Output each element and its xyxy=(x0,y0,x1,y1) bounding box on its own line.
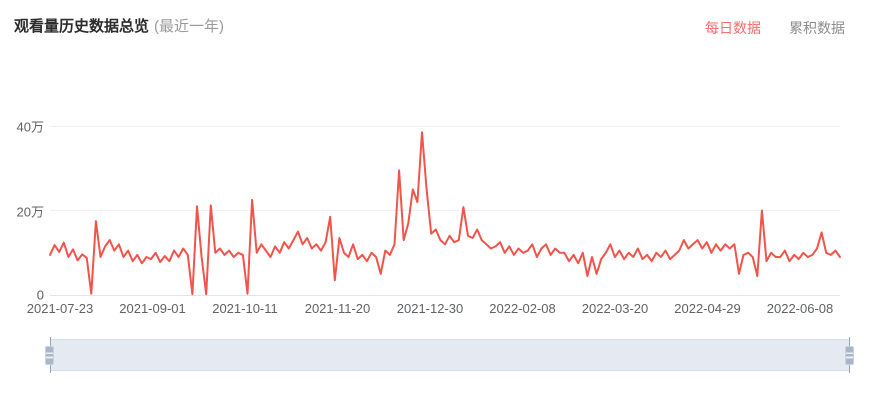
x-axis-label: 2022-02-08 xyxy=(489,301,556,316)
x-axis-label: 2022-03-20 xyxy=(581,301,649,316)
x-axis-label: 2022-04-29 xyxy=(674,301,741,316)
datazoom-left-handle[interactable] xyxy=(45,346,54,365)
page-title: 观看量历史数据总览 xyxy=(14,18,150,35)
gridline-40 xyxy=(50,126,840,127)
x-axis-label: 2022-06-08 xyxy=(766,301,834,316)
x-axis-label: 2021-07-23 xyxy=(26,301,94,316)
tab-cumulative-data[interactable]: 累积数据 xyxy=(789,20,845,36)
datazoom-slider[interactable] xyxy=(50,339,850,371)
x-axis-label: 2021-10-11 xyxy=(212,301,278,316)
y-axis-label: 0 xyxy=(36,287,44,303)
x-axis-label: 2021-11-20 xyxy=(304,301,371,316)
tab-daily-data[interactable]: 每日数据 xyxy=(705,20,761,36)
y-axis-label: 40万 xyxy=(16,119,44,135)
y-axis-label: 20万 xyxy=(16,204,44,219)
x-axis-label: 2021-09-01 xyxy=(119,301,186,316)
x-axis-label: 2021-12-30 xyxy=(396,301,464,316)
page-subtitle: (最近一年) xyxy=(154,18,225,35)
datazoom-right-handle[interactable] xyxy=(845,346,854,365)
card-header: 观看量历史数据总览 (最近一年) xyxy=(14,17,224,37)
x-axis-line xyxy=(50,295,840,296)
chart-plot-area[interactable] xyxy=(50,110,840,295)
data-mode-tabs: 每日数据 累积数据 xyxy=(705,20,845,36)
